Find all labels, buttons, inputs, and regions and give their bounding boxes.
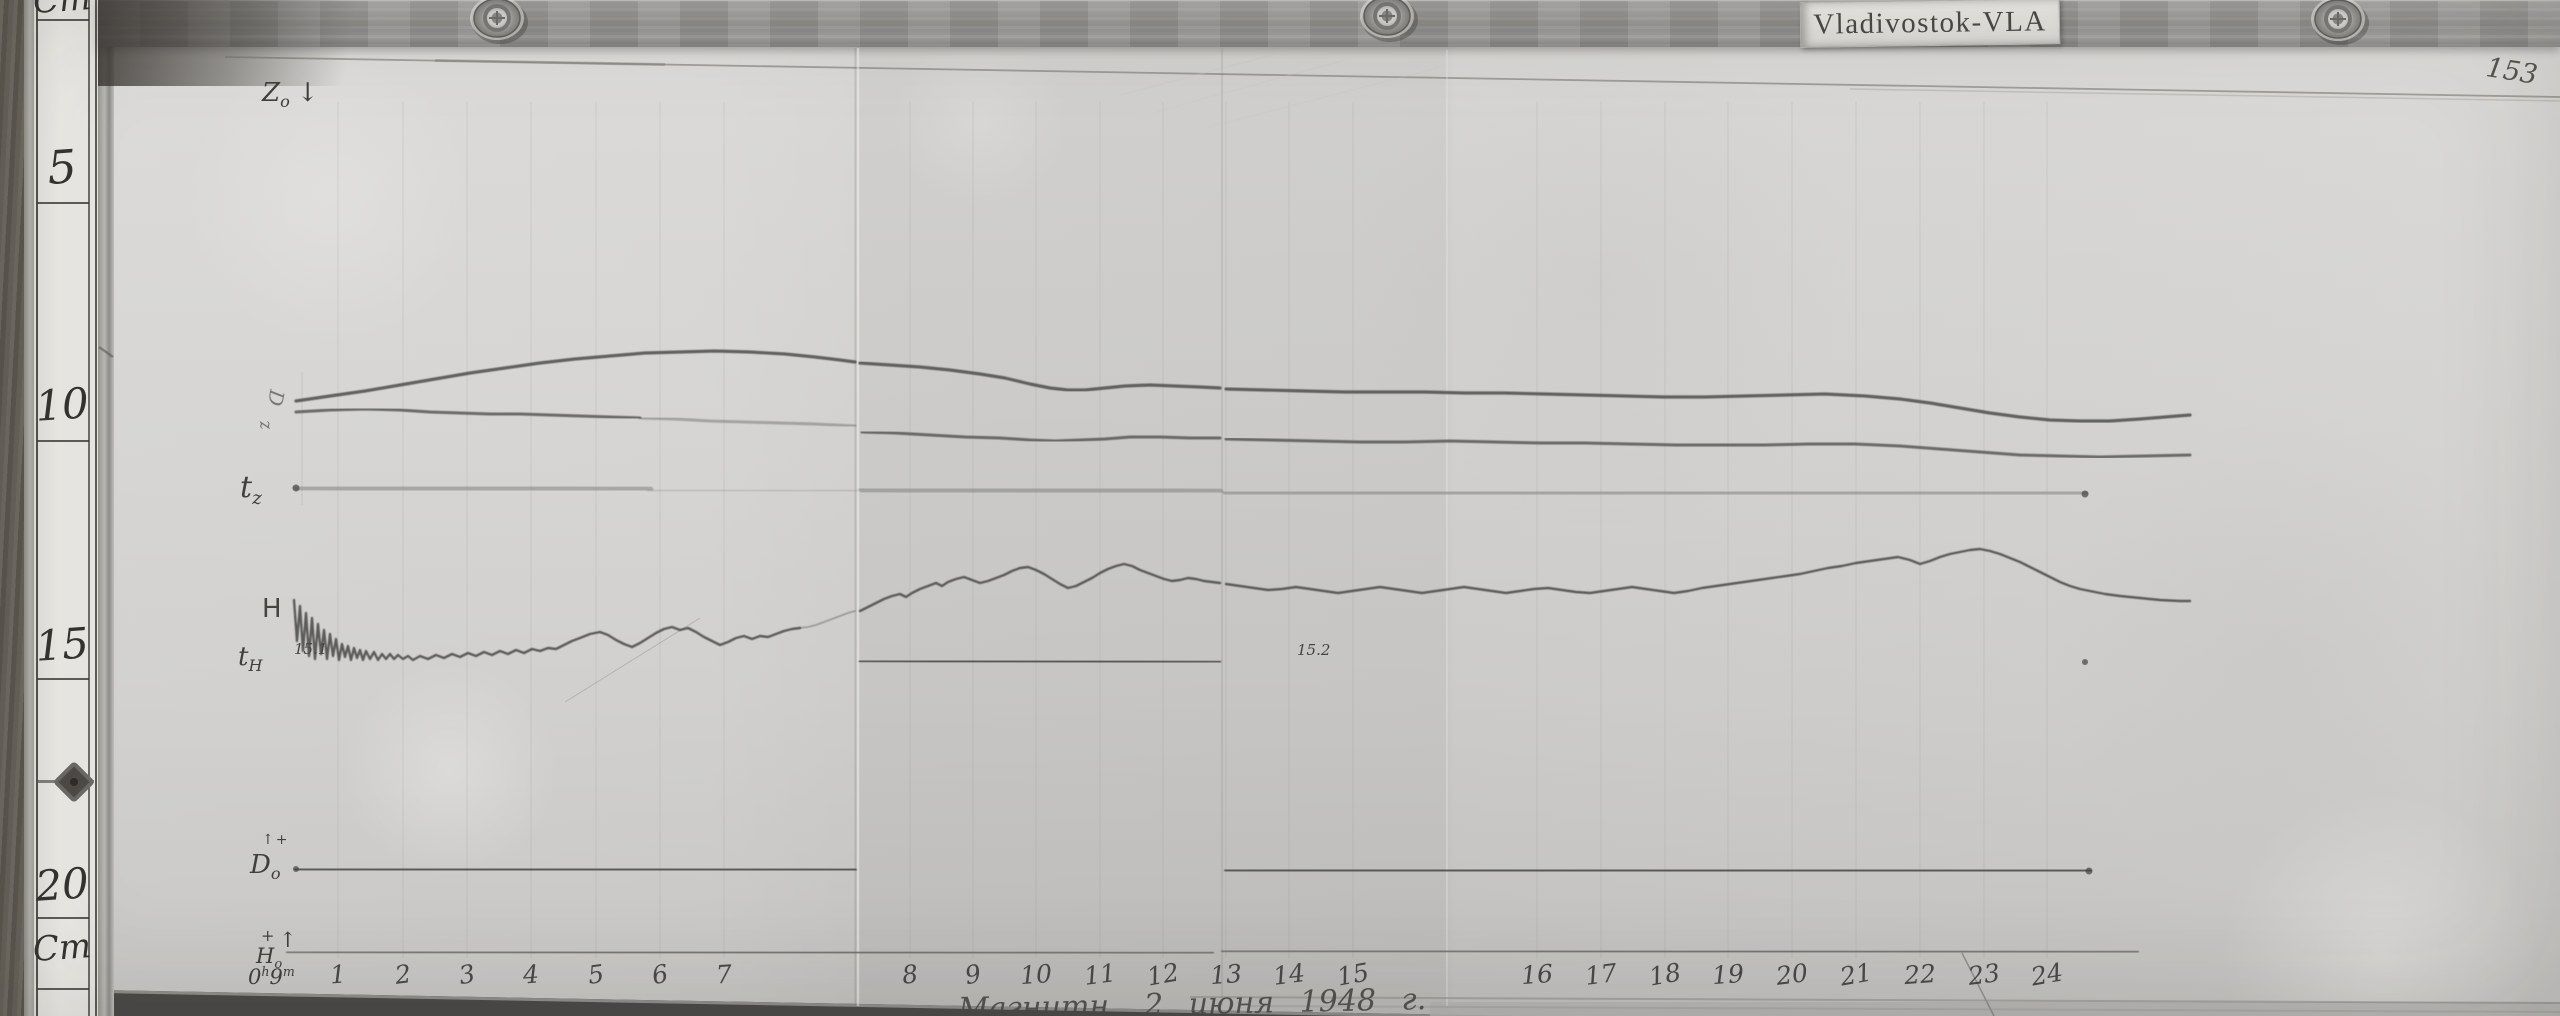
baseline-value-annotation-1: 15.1: [294, 640, 328, 658]
start-time-label: 0h9m: [248, 964, 295, 989]
h0-sub: o: [274, 957, 283, 973]
ruler-section-line: [37, 678, 89, 680]
stain: [180, 50, 480, 350]
ruler-section-line: [37, 917, 89, 919]
wood-highlight-edge: [24, 0, 34, 1016]
t-z-letter: t: [240, 470, 253, 505]
h0-plus-mark: +: [261, 926, 275, 945]
ruler-border-outer: [95, 0, 97, 1016]
d0-letter: D: [250, 850, 271, 880]
d0-arrow-marks: ↑+: [262, 832, 290, 848]
ruler-section-line: [37, 988, 89, 990]
stain: [340, 660, 560, 880]
ruler: Cm 5 10 15 20 Cm: [32, 0, 98, 1016]
z-label-letter: Z: [262, 78, 281, 108]
ruler-section-line: [37, 19, 89, 21]
stain: [2040, 410, 2520, 890]
t-h-sub: H: [248, 656, 263, 676]
ruler-pin-head: [70, 778, 78, 786]
d0-label: Do: [250, 850, 281, 883]
t-z-label: tz: [240, 470, 262, 509]
h0-label: Ho: [256, 944, 282, 972]
paper-strip-shading: [114, 0, 2560, 1016]
z-baseline-label: Zo ↓: [262, 78, 319, 111]
start-minutes-unit: m: [282, 964, 295, 979]
down-arrow-icon: ↓: [296, 78, 319, 108]
d0-sub: o: [270, 864, 281, 884]
z-label-sub: o: [280, 92, 290, 112]
start-minutes: 9: [269, 965, 283, 989]
glass-bottom-edge: [1430, 1002, 2560, 1016]
ruler-border-left: [36, 0, 38, 1016]
t-h-letter: t: [238, 642, 249, 672]
h-curve-label: H: [262, 594, 282, 624]
up-arrow-icon: ↑: [279, 928, 297, 952]
h0-letter: H: [256, 944, 275, 968]
t-z-sub: z: [252, 488, 262, 509]
t-h-label: tH: [238, 642, 263, 675]
glass-left-edge: [98, 0, 114, 1016]
ruler-section-line: [37, 440, 89, 442]
start-hours-unit: h: [261, 964, 270, 979]
ruler-border-right: [88, 0, 90, 1016]
photo-paper: [114, 0, 2560, 1016]
start-hours: 0: [248, 965, 262, 989]
baseline-value-annotation-2: 15.2: [1297, 641, 1331, 659]
wooden-table-edge: [0, 0, 24, 1016]
ruler-section-line: [37, 202, 89, 204]
